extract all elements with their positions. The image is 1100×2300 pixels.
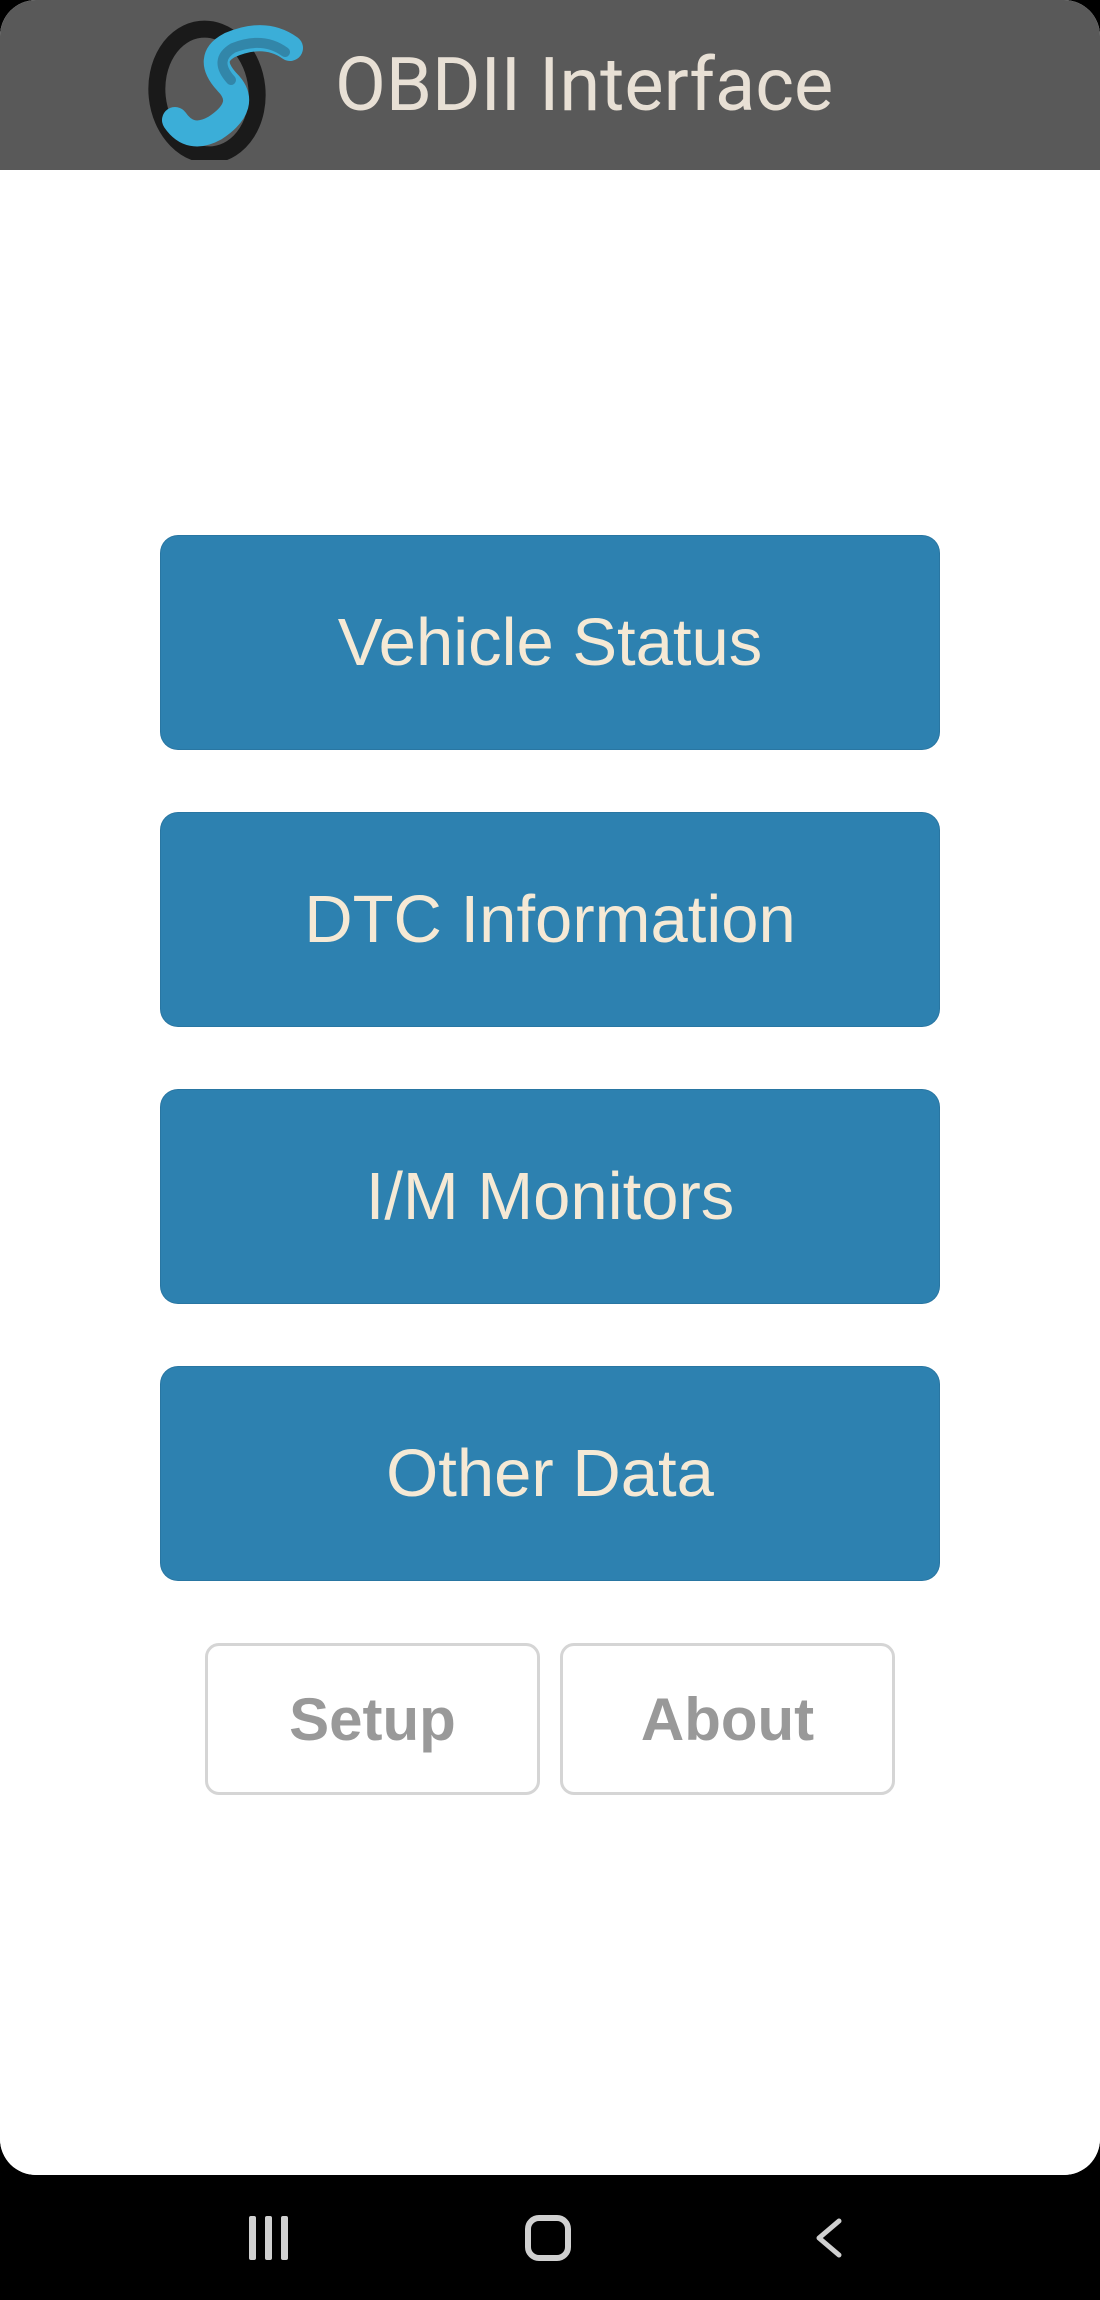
app-logo-icon	[145, 20, 310, 160]
other-data-button[interactable]: Other Data	[160, 1366, 940, 1581]
dtc-information-button[interactable]: DTC Information	[160, 812, 940, 1027]
system-nav-bar	[0, 2175, 1100, 2300]
app-title: OBDII Interface	[335, 42, 833, 129]
app-screen: OBDII Interface Vehicle Status DTC Infor…	[0, 0, 1100, 2175]
device-frame: OBDII Interface Vehicle Status DTC Infor…	[0, 0, 1100, 2300]
main-content: Vehicle Status DTC Information I/M Monit…	[0, 170, 1100, 2175]
about-button[interactable]: About	[560, 1643, 895, 1795]
back-icon[interactable]	[809, 2217, 851, 2259]
vehicle-status-button[interactable]: Vehicle Status	[160, 535, 940, 750]
recents-icon[interactable]	[249, 2216, 288, 2260]
setup-button[interactable]: Setup	[205, 1643, 540, 1795]
im-monitors-button[interactable]: I/M Monitors	[160, 1089, 940, 1304]
home-icon[interactable]	[525, 2215, 571, 2261]
app-header: OBDII Interface	[0, 0, 1100, 170]
secondary-button-row: Setup About	[205, 1643, 895, 1795]
